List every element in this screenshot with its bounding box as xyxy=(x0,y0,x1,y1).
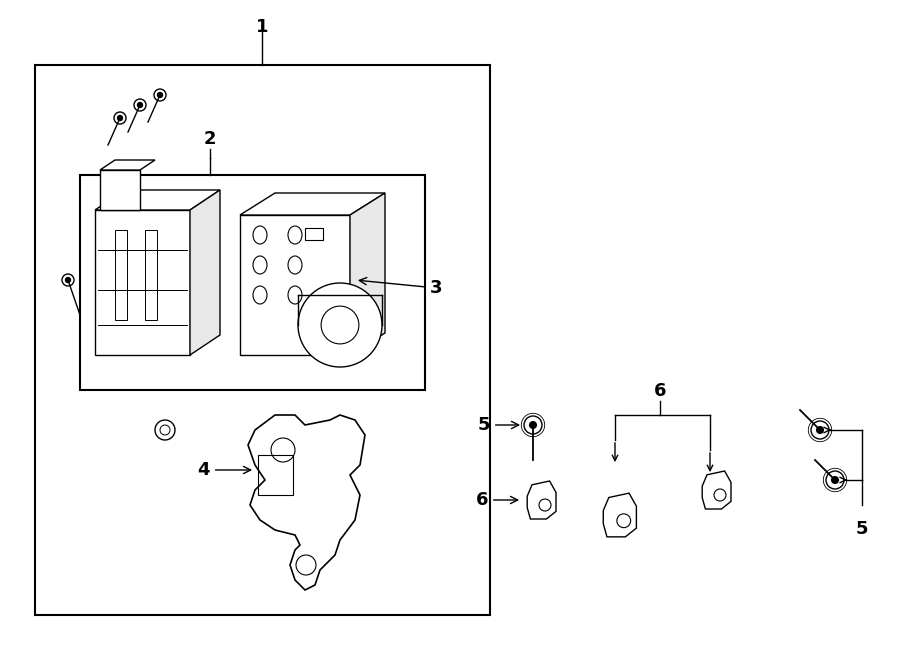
Circle shape xyxy=(529,421,537,429)
Circle shape xyxy=(826,471,844,489)
Bar xyxy=(305,228,323,240)
Bar xyxy=(115,230,127,320)
Polygon shape xyxy=(350,193,385,355)
Bar xyxy=(100,170,140,210)
Text: 1: 1 xyxy=(256,18,268,36)
Text: 3: 3 xyxy=(359,278,443,297)
Polygon shape xyxy=(190,190,220,355)
Text: 4: 4 xyxy=(197,461,251,479)
Text: 2: 2 xyxy=(203,130,216,148)
Circle shape xyxy=(138,102,142,108)
Circle shape xyxy=(298,283,382,367)
Bar xyxy=(95,210,190,355)
Circle shape xyxy=(831,476,839,484)
Polygon shape xyxy=(240,193,385,215)
Circle shape xyxy=(118,116,122,120)
Bar xyxy=(258,455,293,495)
Circle shape xyxy=(524,416,542,434)
Bar xyxy=(240,215,350,355)
Text: 5: 5 xyxy=(478,416,518,434)
Circle shape xyxy=(811,421,829,439)
Text: 6: 6 xyxy=(475,491,518,509)
Text: 5: 5 xyxy=(856,520,868,538)
Bar xyxy=(145,230,157,320)
Circle shape xyxy=(816,426,824,434)
Polygon shape xyxy=(100,160,155,170)
Circle shape xyxy=(158,93,163,98)
Text: 6: 6 xyxy=(653,382,666,400)
Bar xyxy=(80,175,425,390)
Circle shape xyxy=(66,278,70,282)
Polygon shape xyxy=(95,190,220,210)
Bar xyxy=(35,65,490,615)
